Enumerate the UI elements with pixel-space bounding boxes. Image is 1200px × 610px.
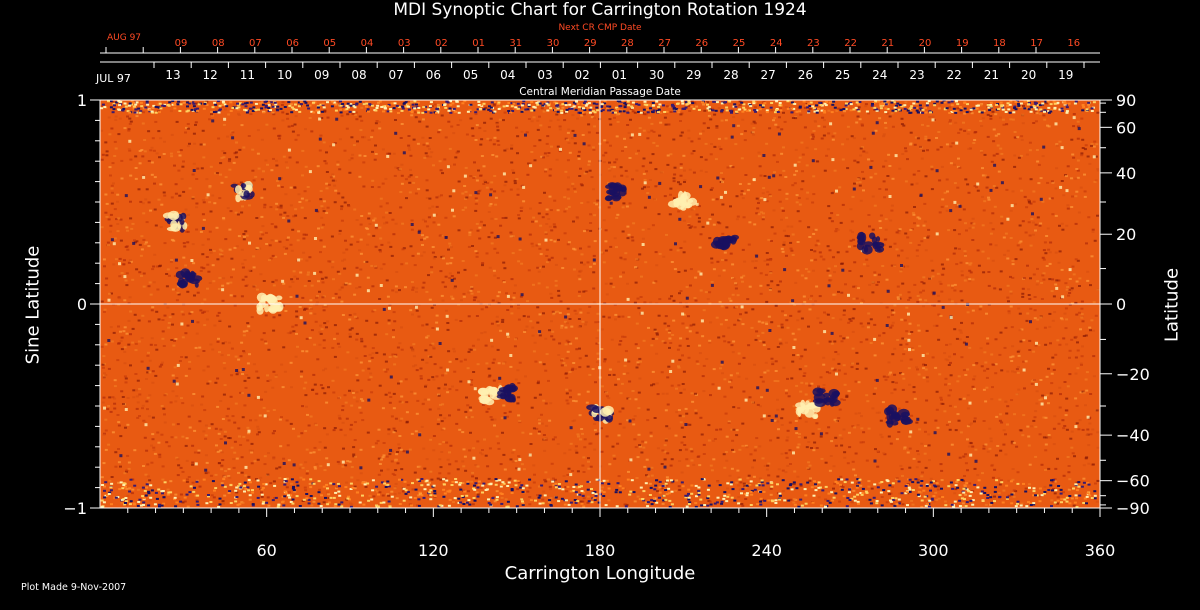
active-region <box>710 234 740 251</box>
cmp-scale-date: 29 <box>686 68 701 82</box>
top-scale-month: AUG 97 <box>107 33 142 43</box>
top-scale-date: 18 <box>993 38 1006 49</box>
top-scale-date: 22 <box>844 38 857 49</box>
active-region <box>667 190 698 211</box>
active-region <box>856 231 885 255</box>
plot-made-note: Plot Made 9-Nov-2007 <box>21 582 127 593</box>
y2-tick-label: −60 <box>1116 472 1150 491</box>
cmp-scale-date: 09 <box>314 68 329 82</box>
active-region <box>884 404 913 428</box>
top-scale-date: 25 <box>733 38 746 49</box>
y-axis-label: Sine Latitude <box>22 245 44 365</box>
cmp-scale-date: 06 <box>426 68 441 82</box>
top-scale-date: 03 <box>398 38 411 49</box>
cmp-scale-date: 02 <box>575 68 590 82</box>
x-tick-label: 300 <box>918 541 949 560</box>
y-tick-label: −1 <box>63 499 87 518</box>
cmp-scale-date: 25 <box>835 68 850 82</box>
x-tick-label: 120 <box>418 541 449 560</box>
cmp-scale-date: 20 <box>1021 68 1036 82</box>
cmp-scale-date: 30 <box>649 68 664 82</box>
next-cr-cmp-label: Next CR CMP Date <box>558 23 642 33</box>
chart-title: MDI Synoptic Chart for Carrington Rotati… <box>393 0 807 20</box>
cmp-scale-date: 10 <box>277 68 292 82</box>
top-scale-date: 16 <box>1067 38 1080 49</box>
top-scale-date: 02 <box>435 38 448 49</box>
active-region <box>812 387 841 407</box>
y2-tick-label: −40 <box>1116 426 1150 445</box>
x-tick-label: 180 <box>585 541 616 560</box>
x-tick-label: 360 <box>1085 541 1116 560</box>
cmp-scale-date: 08 <box>351 68 366 82</box>
cmp-scale-date: 13 <box>165 68 180 82</box>
top-scale-date: 27 <box>658 38 671 49</box>
top-scale-date: 04 <box>361 38 374 49</box>
top-scale-date: 20 <box>919 38 932 49</box>
top-scale-date: 05 <box>323 38 336 49</box>
cmp-scale-date: 03 <box>537 68 552 82</box>
top-scale-date: 30 <box>547 38 560 49</box>
active-region <box>604 182 627 202</box>
top-scale-date: 01 <box>472 38 485 49</box>
cmp-scale-date: 22 <box>947 68 962 82</box>
y2-tick-label: 90 <box>1116 91 1136 110</box>
cmp-scale-date: 28 <box>723 68 738 82</box>
y-tick-label: 1 <box>77 91 87 110</box>
top-scale-date: 21 <box>881 38 894 49</box>
y2-tick-label: 0 <box>1116 295 1126 314</box>
axis-ticks <box>90 47 1112 517</box>
cmp-date-label: Central Meridian Passage Date <box>519 86 681 98</box>
bottom-scale-month: JUL 97 <box>96 72 131 85</box>
y2-tick-label: −20 <box>1116 365 1150 384</box>
top-scale-date: 08 <box>212 38 225 49</box>
x-tick-label: 60 <box>256 541 276 560</box>
x-axis-label: Carrington Longitude <box>504 563 696 584</box>
top-scale-date: 29 <box>584 38 597 49</box>
magnetogram-field <box>100 100 1100 508</box>
top-scale-date: 19 <box>956 38 969 49</box>
active-region <box>230 181 255 203</box>
active-region <box>496 382 518 403</box>
y-tick-label: 0 <box>77 295 87 314</box>
axis-tick-labels: 60 120 180 240 300 360−101−90−60−40−200204060… <box>63 38 1149 560</box>
top-scale-date: 31 <box>509 38 522 49</box>
top-scale-date: 17 <box>1030 38 1043 49</box>
cmp-scale-date: 27 <box>761 68 776 82</box>
cmp-scale-date: 05 <box>463 68 478 82</box>
cmp-scale-date: 21 <box>984 68 999 82</box>
top-scale-date: 26 <box>695 38 708 49</box>
y2-tick-label: 20 <box>1116 225 1136 244</box>
cmp-scale-date: 04 <box>500 68 515 82</box>
cmp-scale-date: 19 <box>1058 68 1073 82</box>
y2-axis-label: Latitude <box>1161 267 1183 343</box>
cmp-scale-date: 24 <box>872 68 887 82</box>
cmp-scale-date: 26 <box>798 68 813 82</box>
active-region <box>162 210 188 233</box>
cmp-scale-date: 12 <box>203 68 218 82</box>
y2-tick-label: 40 <box>1116 164 1136 183</box>
top-scale-date: 07 <box>249 38 262 49</box>
active-region <box>175 268 203 289</box>
top-scale-date: 06 <box>286 38 299 49</box>
top-scale-date: 09 <box>175 38 188 49</box>
cmp-scale-date: 01 <box>612 68 627 82</box>
cmp-scale-date: 11 <box>240 68 255 82</box>
y2-tick-label: −90 <box>1116 499 1150 518</box>
top-scale-date: 23 <box>807 38 820 49</box>
cmp-scale-date: 07 <box>389 68 404 82</box>
cmp-scale-date: 23 <box>909 68 924 82</box>
top-scale-date: 28 <box>621 38 634 49</box>
y2-tick-label: 60 <box>1116 118 1136 137</box>
x-tick-label: 240 <box>751 541 782 560</box>
top-scale-date: 24 <box>770 38 783 49</box>
